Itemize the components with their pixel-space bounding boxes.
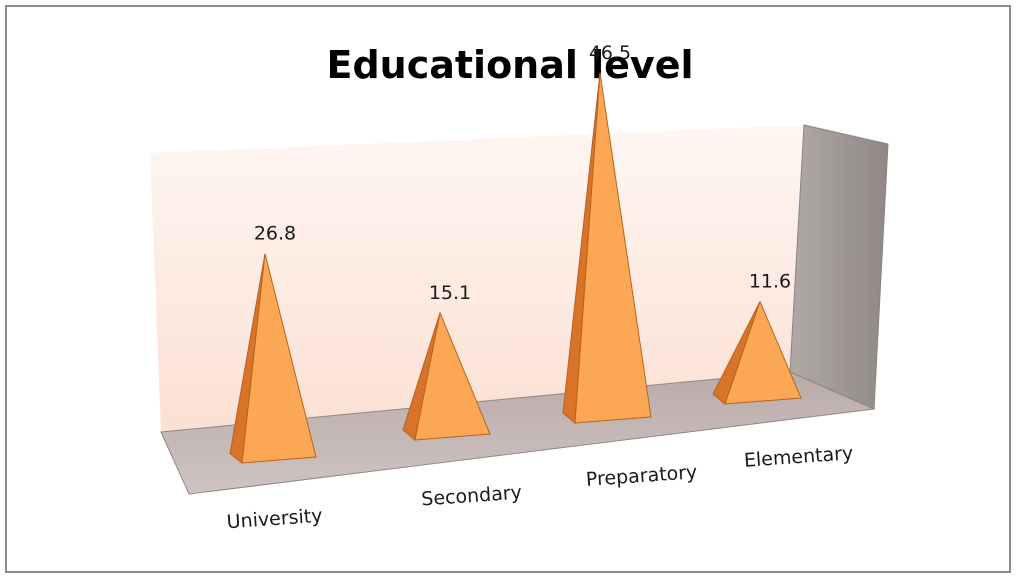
pyramid-university-front-face xyxy=(241,253,317,464)
side-wall xyxy=(789,124,889,410)
category-label-university: University xyxy=(226,505,323,534)
pyramid-elementary-front-face xyxy=(724,300,802,405)
pyramid-secondary-front-face xyxy=(414,311,491,441)
value-label-elementary: 11.6 xyxy=(749,271,791,293)
value-label-secondary: 15.1 xyxy=(429,282,471,304)
pyramid-preparatory-front-face xyxy=(574,72,652,424)
value-label-university: 26.8 xyxy=(254,223,296,245)
category-label-secondary: Secondary xyxy=(421,482,523,511)
category-label-preparatory: Preparatory xyxy=(585,461,698,491)
value-label-preparatory: 46.5 xyxy=(589,42,631,64)
category-label-elementary: Elementary xyxy=(743,442,854,472)
chart-title: Educational level xyxy=(326,43,694,87)
